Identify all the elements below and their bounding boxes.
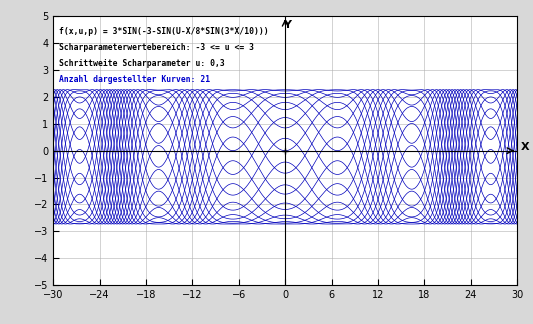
Text: Schrittweite Scharparameter u: 0,3: Schrittweite Scharparameter u: 0,3 xyxy=(60,59,225,68)
Text: Anzahl dargestellter Kurven: 21: Anzahl dargestellter Kurven: 21 xyxy=(60,75,211,84)
Text: X: X xyxy=(521,142,529,152)
Text: Y: Y xyxy=(284,20,292,30)
Text: f(x,u,p) = 3*SIN(-3-SIN(U-X/8*SIN(3*X/10))): f(x,u,p) = 3*SIN(-3-SIN(U-X/8*SIN(3*X/10… xyxy=(60,27,269,36)
Text: Scharparameterwertebereich: -3 <= u <= 3: Scharparameterwertebereich: -3 <= u <= 3 xyxy=(60,43,254,52)
